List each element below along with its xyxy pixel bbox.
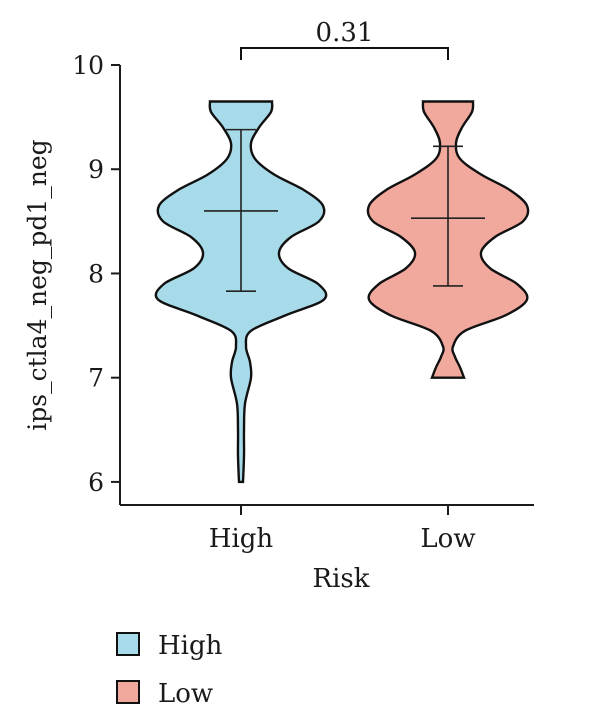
significance-bracket xyxy=(240,47,449,60)
violin-low xyxy=(366,100,530,379)
y-tick-label: 10 xyxy=(72,51,104,80)
legend-label-high: High xyxy=(158,631,223,661)
y-tick-label: 6 xyxy=(88,468,104,497)
violin-high xyxy=(154,100,328,484)
y-tick-label: 8 xyxy=(88,259,104,288)
legend-label-low: Low xyxy=(158,679,213,709)
legend: High Low xyxy=(116,631,223,709)
legend-swatch-low xyxy=(116,680,140,704)
legend-item-high: High xyxy=(116,631,223,661)
y-tick-label: 7 xyxy=(88,364,104,393)
y-tick-label: 9 xyxy=(88,155,104,184)
x-axis-ticks: High Low xyxy=(209,505,476,554)
legend-item-low: Low xyxy=(116,679,213,709)
x-tick-label: Low xyxy=(420,524,475,554)
x-axis-title: Risk xyxy=(313,564,370,594)
significance-label: 0.31 xyxy=(316,18,374,48)
y-axis-title: ips_ctla4_neg_pd1_neg xyxy=(23,139,52,430)
violins xyxy=(154,100,530,484)
legend-swatch-high xyxy=(116,632,140,656)
y-axis-ticks: 6 7 8 9 10 xyxy=(72,51,120,497)
x-tick-label: High xyxy=(209,524,274,554)
